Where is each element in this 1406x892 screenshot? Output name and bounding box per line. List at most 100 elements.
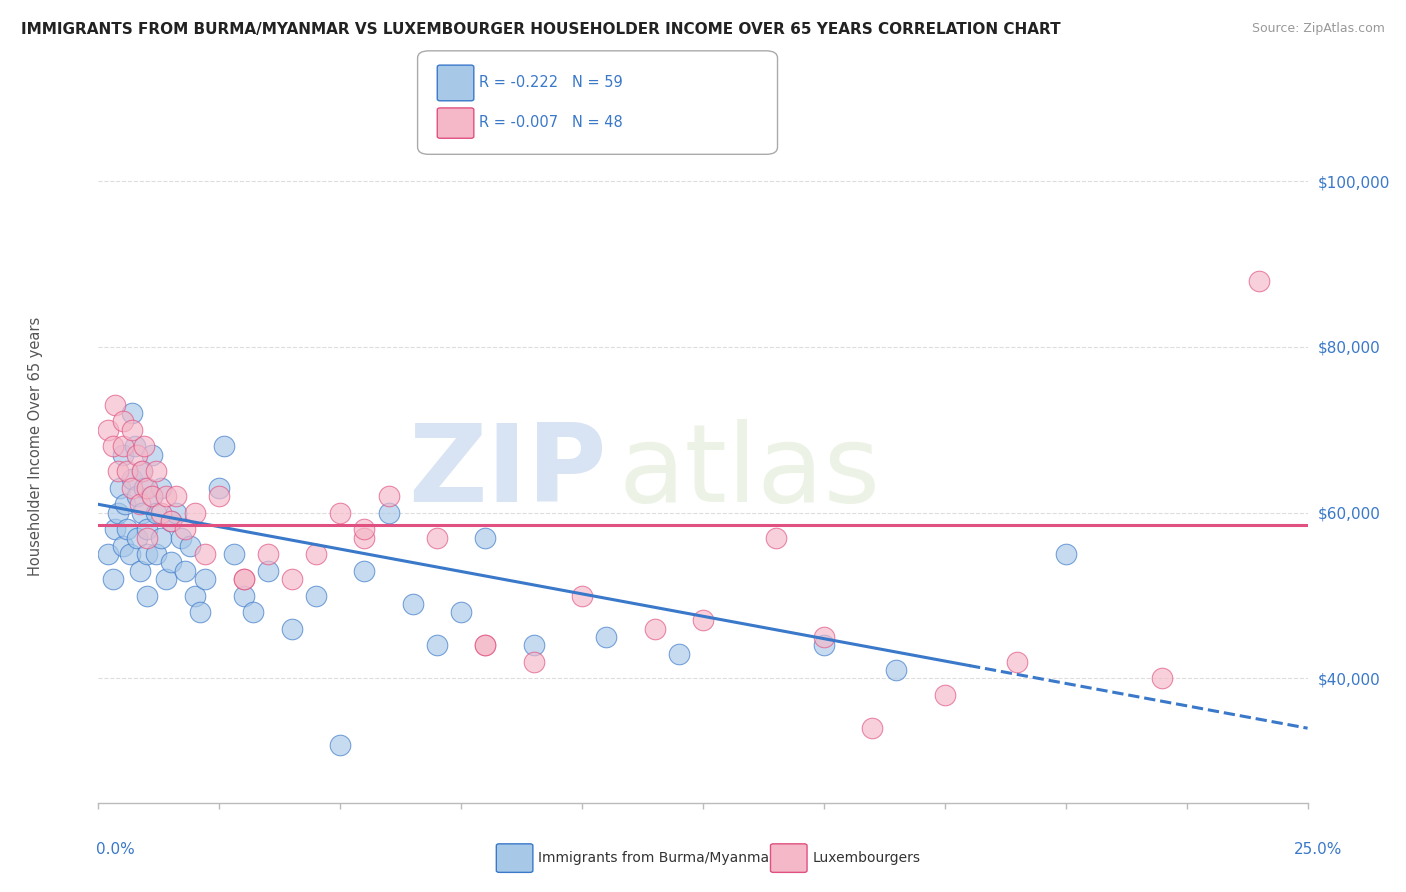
Point bbox=[141, 489, 163, 503]
Point bbox=[150, 531, 173, 545]
Point bbox=[97, 547, 120, 561]
Point bbox=[353, 564, 375, 578]
Text: Luxembourgers: Luxembourgers bbox=[813, 851, 921, 865]
Point bbox=[1249, 273, 1271, 287]
Point bbox=[150, 481, 173, 495]
Point bbox=[208, 489, 231, 503]
Point bbox=[128, 497, 150, 511]
Point bbox=[107, 464, 129, 478]
Point bbox=[174, 564, 197, 578]
Point bbox=[232, 572, 254, 586]
Text: atlas: atlas bbox=[619, 418, 880, 524]
Point bbox=[101, 572, 124, 586]
Point bbox=[474, 638, 496, 652]
Text: Householder Income Over 65 years: Householder Income Over 65 years bbox=[28, 317, 42, 575]
Point bbox=[474, 531, 496, 545]
Point bbox=[644, 622, 666, 636]
Point bbox=[169, 531, 191, 545]
Point bbox=[111, 539, 134, 553]
Point bbox=[813, 630, 835, 644]
Point bbox=[212, 439, 235, 453]
Point bbox=[165, 489, 187, 503]
Point bbox=[127, 531, 149, 545]
Point bbox=[121, 406, 143, 420]
Point bbox=[281, 572, 304, 586]
Point bbox=[127, 489, 149, 503]
Point bbox=[121, 423, 143, 437]
Point bbox=[281, 622, 304, 636]
Point bbox=[131, 506, 153, 520]
Point bbox=[692, 614, 714, 628]
Point bbox=[114, 497, 136, 511]
Point bbox=[111, 439, 134, 453]
Point bbox=[124, 439, 146, 453]
Point bbox=[595, 630, 617, 644]
Point bbox=[450, 605, 472, 619]
Point bbox=[256, 547, 278, 561]
Point bbox=[128, 564, 150, 578]
Point bbox=[353, 522, 375, 536]
Point bbox=[108, 481, 131, 495]
Point bbox=[135, 481, 157, 495]
Point bbox=[353, 531, 375, 545]
Point bbox=[131, 464, 153, 478]
Point bbox=[208, 481, 231, 495]
Point bbox=[135, 547, 157, 561]
Point bbox=[232, 589, 254, 603]
Point bbox=[117, 464, 139, 478]
Point bbox=[104, 522, 127, 536]
Point bbox=[131, 464, 153, 478]
Point bbox=[860, 721, 883, 735]
Point bbox=[523, 638, 546, 652]
Point bbox=[256, 564, 278, 578]
Point bbox=[141, 448, 163, 462]
Point bbox=[111, 414, 134, 428]
Point bbox=[377, 489, 399, 503]
Point bbox=[474, 638, 496, 652]
Point bbox=[145, 547, 167, 561]
Point bbox=[184, 589, 207, 603]
Point bbox=[179, 539, 201, 553]
Point bbox=[118, 547, 141, 561]
Point bbox=[426, 638, 449, 652]
Point bbox=[886, 663, 908, 677]
Point bbox=[668, 647, 690, 661]
Point bbox=[165, 506, 187, 520]
Point bbox=[104, 398, 127, 412]
Point bbox=[1007, 655, 1029, 669]
Point bbox=[523, 655, 546, 669]
Point bbox=[377, 506, 399, 520]
Text: R = -0.222   N = 59: R = -0.222 N = 59 bbox=[479, 76, 623, 90]
Point bbox=[232, 572, 254, 586]
Point bbox=[571, 589, 593, 603]
Point bbox=[329, 738, 352, 752]
Point bbox=[194, 547, 217, 561]
Text: R = -0.007   N = 48: R = -0.007 N = 48 bbox=[479, 115, 623, 129]
Point bbox=[160, 514, 183, 528]
Point bbox=[121, 481, 143, 495]
Text: 25.0%: 25.0% bbox=[1295, 842, 1343, 856]
Point bbox=[188, 605, 211, 619]
Point bbox=[101, 439, 124, 453]
Point bbox=[242, 605, 264, 619]
Text: ZIP: ZIP bbox=[408, 418, 606, 524]
Point bbox=[1152, 672, 1174, 686]
Point bbox=[426, 531, 449, 545]
Point bbox=[222, 547, 245, 561]
Point bbox=[134, 481, 156, 495]
Point bbox=[184, 506, 207, 520]
Point bbox=[97, 423, 120, 437]
Point bbox=[150, 506, 173, 520]
Point bbox=[934, 688, 956, 702]
Text: Source: ZipAtlas.com: Source: ZipAtlas.com bbox=[1251, 22, 1385, 36]
Point bbox=[121, 473, 143, 487]
Point bbox=[305, 589, 328, 603]
Point bbox=[135, 589, 157, 603]
Point bbox=[141, 489, 163, 503]
Point bbox=[135, 522, 157, 536]
Text: Immigrants from Burma/Myanmar: Immigrants from Burma/Myanmar bbox=[538, 851, 775, 865]
Point bbox=[402, 597, 425, 611]
Point bbox=[145, 464, 167, 478]
Point bbox=[160, 514, 183, 528]
Point bbox=[194, 572, 217, 586]
